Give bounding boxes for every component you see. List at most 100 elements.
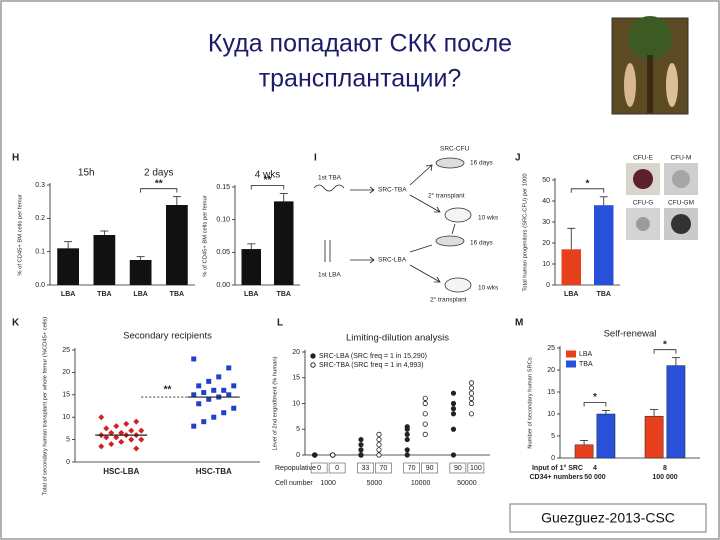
- repopulative-value: 100: [470, 465, 482, 472]
- diagram: I 1st TBA SRC-TBA SRC-CFU 16 days 2° tra…: [313, 146, 499, 304]
- y-axis-label: Total of secondary human transplant per …: [43, 317, 49, 496]
- tree: [628, 16, 672, 60]
- point: [201, 419, 207, 425]
- point: [468, 390, 475, 396]
- micrograph-label: CFU-E: [633, 155, 654, 162]
- y-tick-label: 10: [542, 261, 550, 268]
- bar: [644, 415, 664, 459]
- credit-box: [509, 503, 707, 533]
- y-tick-label: 0: [551, 455, 555, 462]
- slide-title: трансплантации?: [259, 65, 462, 93]
- point: [376, 452, 382, 458]
- point: [196, 401, 202, 407]
- x-tick-label: 10000: [411, 480, 431, 487]
- bracket: [570, 188, 605, 193]
- y-tick-label: 0.0: [35, 282, 45, 289]
- y-tick-label: 5: [66, 436, 70, 443]
- point: [191, 423, 197, 429]
- x-tick-label: 1000: [320, 480, 336, 487]
- y-tick-label: 15: [292, 375, 300, 382]
- group-label: 2 days: [144, 168, 173, 179]
- point: [358, 436, 364, 443]
- y-tick-label: 40: [542, 198, 550, 205]
- figure: [624, 63, 636, 107]
- bar: [596, 413, 616, 459]
- bar: [574, 444, 594, 459]
- point: [113, 434, 120, 441]
- annotation: *: [593, 392, 597, 403]
- x-tick-label: HSC-LBA: [103, 467, 139, 476]
- x-tick-label: TBA: [97, 291, 111, 298]
- colony: [672, 170, 690, 188]
- point: [422, 395, 428, 401]
- point: [191, 356, 197, 362]
- y-tick-label: 0: [66, 459, 70, 466]
- diagram-label: 2° transplant: [430, 296, 467, 304]
- point: [98, 443, 105, 450]
- point: [133, 418, 140, 425]
- x-tick-label: 50000: [457, 480, 477, 487]
- point: [231, 405, 237, 411]
- arrow: [350, 186, 375, 194]
- annotation: *: [586, 178, 590, 189]
- group-label: 4 wks: [255, 170, 281, 181]
- x-tick-label: TBA: [597, 291, 611, 298]
- x-tick-label: LBA: [244, 291, 258, 298]
- annotation: **: [264, 175, 272, 186]
- point: [376, 442, 382, 448]
- row-label: Repopulative: [275, 465, 316, 472]
- x-tick-label: LBA: [564, 291, 578, 298]
- bar: [241, 249, 261, 285]
- point: [376, 436, 382, 443]
- point: [450, 390, 457, 396]
- point: [358, 447, 364, 453]
- diagram-label: 1st TBA: [318, 175, 342, 182]
- y-tick-label: 10: [62, 414, 70, 421]
- repopulative-value: 0: [317, 465, 321, 472]
- panel-label: J: [515, 153, 521, 164]
- chart-title: Secondary recipients: [123, 331, 212, 342]
- bar: [594, 205, 614, 285]
- y-tick-label: 15: [547, 389, 555, 396]
- point: [98, 414, 105, 421]
- y-tick-label: 0.15: [216, 184, 230, 191]
- x-axis-label: Input of 1° SRC: [532, 464, 583, 472]
- legend-label: LBA: [579, 351, 593, 358]
- bar: [274, 201, 294, 285]
- value-box: [467, 462, 485, 474]
- point: [422, 421, 428, 427]
- diagram-label: SRC-LBA: [378, 257, 407, 264]
- micrograph-label: CFU-M: [671, 155, 692, 162]
- point: [358, 442, 364, 448]
- point: [118, 438, 125, 445]
- x-tick-sublabel: 50 000: [584, 474, 606, 481]
- point: [468, 395, 475, 401]
- point: [404, 436, 410, 443]
- point: [468, 385, 475, 391]
- point: [404, 424, 410, 430]
- group-label: 15h: [78, 168, 95, 179]
- bar: [93, 235, 116, 285]
- colony: [671, 214, 691, 234]
- point: [358, 452, 364, 458]
- point: [221, 387, 227, 393]
- repopulative-value: 0: [335, 465, 339, 472]
- value-box: [357, 462, 374, 474]
- legend-marker: [310, 362, 316, 368]
- x-axis-label: CD34+ numbers: [530, 474, 584, 481]
- y-tick-label: 0: [546, 282, 550, 289]
- point: [211, 387, 217, 393]
- micrograph-label: CFU-G: [633, 200, 654, 207]
- value-box: [449, 462, 467, 474]
- y-axis-label: Number of secondary human SRCs: [528, 357, 534, 449]
- point: [450, 400, 457, 407]
- legend-label: TBA: [579, 361, 593, 368]
- point: [450, 426, 457, 432]
- point: [231, 383, 237, 389]
- y-tick-label: 0.2: [35, 215, 45, 222]
- point: [450, 452, 457, 458]
- slide-title: Куда попадают СКК после: [208, 30, 512, 58]
- y-tick-label: 0.3: [35, 182, 45, 189]
- panel-label: I: [314, 153, 317, 164]
- point: [312, 452, 318, 458]
